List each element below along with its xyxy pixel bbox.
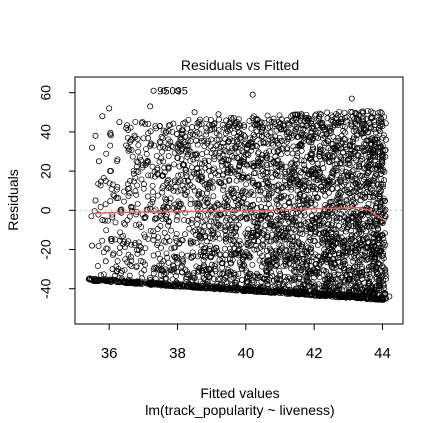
x-tick-label: 44 bbox=[374, 345, 391, 362]
x-tick-label: 38 bbox=[169, 345, 186, 362]
y-tick-label: -40 bbox=[38, 278, 54, 298]
point-annotation: 95095 bbox=[157, 86, 188, 98]
x-tick-label: 36 bbox=[101, 345, 118, 362]
chart-subtitle: lm(track_popularity ~ liveness) bbox=[145, 402, 334, 418]
chart-title: Residuals vs Fitted bbox=[181, 57, 299, 73]
y-tick-label: -20 bbox=[38, 239, 54, 259]
x-axis-label: Fitted values bbox=[200, 385, 279, 401]
y-tick-label: 20 bbox=[38, 163, 54, 179]
y-tick-label: 40 bbox=[38, 124, 54, 140]
x-tick-label: 40 bbox=[237, 345, 254, 362]
y-axis-label: Residuals bbox=[5, 169, 21, 230]
x-tick-label: 42 bbox=[306, 345, 323, 362]
y-tick-label: 60 bbox=[38, 85, 54, 101]
y-tick-label: 0 bbox=[38, 206, 54, 214]
